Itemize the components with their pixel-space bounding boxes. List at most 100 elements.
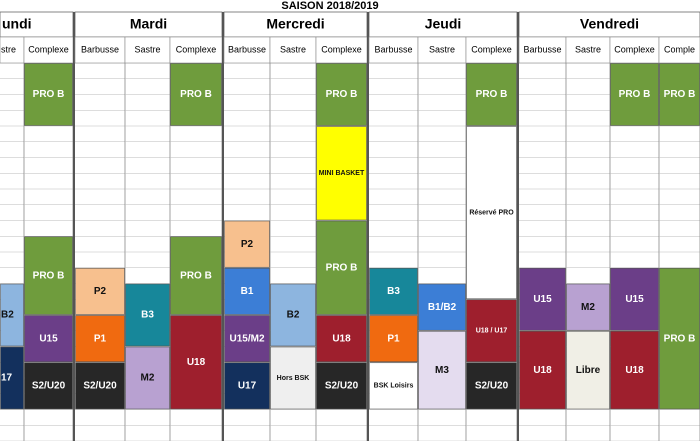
session-label: S2/U20	[325, 381, 359, 392]
session-block	[369, 362, 418, 410]
venue-name: Sastre	[575, 44, 601, 54]
venue-name: Barbusse	[228, 44, 266, 54]
venue-header	[124, 36, 171, 64]
session-label: P1	[387, 333, 400, 344]
day-separator	[222, 12, 224, 441]
day-name: Vendredi	[580, 16, 639, 32]
session-block	[75, 315, 125, 363]
session-label: PRO B	[619, 89, 651, 100]
venue-name: Complexe	[321, 44, 362, 54]
venue-header	[565, 36, 611, 64]
session-block	[0, 283, 24, 347]
session-block	[316, 315, 367, 363]
session-block	[316, 126, 367, 221]
venue-header	[609, 36, 660, 64]
session-block	[418, 283, 466, 331]
session-label: U15/M2	[229, 333, 264, 344]
venue-header	[169, 36, 223, 64]
venue-name: Sastre	[134, 44, 160, 54]
venue-name: Comple	[664, 44, 695, 54]
session-label: S2/U20	[32, 381, 66, 392]
session-block	[316, 362, 367, 410]
venue-name: Sastre	[280, 44, 306, 54]
venue-header	[368, 36, 419, 64]
session-label: U15	[533, 294, 552, 305]
session-label: PRO B	[33, 89, 65, 100]
session-label: B1	[241, 286, 254, 297]
session-block	[466, 362, 517, 410]
session-block	[270, 283, 316, 347]
venue-header	[417, 36, 467, 64]
session-block	[369, 315, 418, 363]
session-block	[224, 267, 270, 315]
session-block	[170, 315, 222, 410]
session-block	[270, 346, 316, 410]
session-label: P2	[241, 239, 254, 250]
session-block	[566, 330, 610, 410]
day-name: undi	[2, 16, 32, 32]
session-block	[224, 220, 270, 268]
session-label: M3	[435, 365, 449, 376]
venue-header	[223, 36, 271, 64]
session-label: PRO B	[33, 270, 65, 281]
day-name: Mercredi	[266, 16, 324, 32]
session-block	[466, 63, 517, 126]
session-label: PRO B	[180, 270, 212, 281]
title: SAISON 2018/2019	[281, 0, 378, 12]
session-label: P1	[94, 333, 107, 344]
session-label: PRO B	[664, 333, 696, 344]
session-block	[24, 315, 73, 363]
session-label: U15	[39, 333, 58, 344]
venue-name: Barbusse	[374, 44, 412, 54]
session-block	[659, 63, 700, 126]
day-separator	[517, 12, 519, 441]
session-block	[519, 267, 566, 331]
day-header	[74, 11, 223, 38]
venue-header	[74, 36, 126, 64]
session-label: U17	[238, 381, 257, 392]
session-block	[566, 283, 610, 331]
session-label: U18 / U17	[476, 328, 508, 335]
session-block	[466, 299, 517, 363]
session-label: BSK Loisirs	[374, 383, 414, 390]
session-label: Hors BSK	[277, 375, 310, 382]
venue-header	[23, 36, 74, 64]
day-separator	[367, 12, 369, 441]
session-label: U18	[187, 357, 206, 368]
session-label: B2	[1, 310, 14, 321]
session-block	[75, 267, 125, 315]
session-block	[610, 63, 659, 126]
session-label: S2/U20	[475, 381, 509, 392]
venue-name: Barbusse	[523, 44, 561, 54]
session-label: PRO B	[180, 89, 212, 100]
session-block	[418, 330, 466, 410]
session-label: B1/B2	[428, 302, 457, 313]
session-label: M2	[581, 302, 595, 313]
venue-name: Complexe	[471, 44, 512, 54]
session-label: U18	[332, 333, 351, 344]
venue-name: Complexe	[176, 44, 217, 54]
session-label: PRO B	[664, 89, 696, 100]
session-label: B3	[387, 286, 400, 297]
session-label: S2/U20	[83, 381, 117, 392]
session-block	[316, 220, 367, 315]
venue-header	[269, 36, 317, 64]
session-block	[519, 330, 566, 410]
venue-header	[518, 36, 567, 64]
venue-name: Sastre	[429, 44, 455, 54]
session-block	[170, 63, 222, 126]
session-block	[24, 236, 73, 315]
session-label: U15	[625, 294, 644, 305]
venue-name: Complexe	[614, 44, 655, 54]
day-header	[223, 11, 368, 38]
session-block	[369, 267, 418, 315]
venue-header	[658, 36, 700, 64]
session-label: PRO B	[326, 262, 358, 273]
session-label: U18	[533, 365, 552, 376]
session-label: P2	[94, 286, 107, 297]
session-block	[0, 346, 24, 410]
day-separator	[73, 12, 75, 441]
session-block	[170, 236, 222, 315]
session-label: 17	[1, 373, 13, 384]
session-block	[466, 126, 517, 300]
